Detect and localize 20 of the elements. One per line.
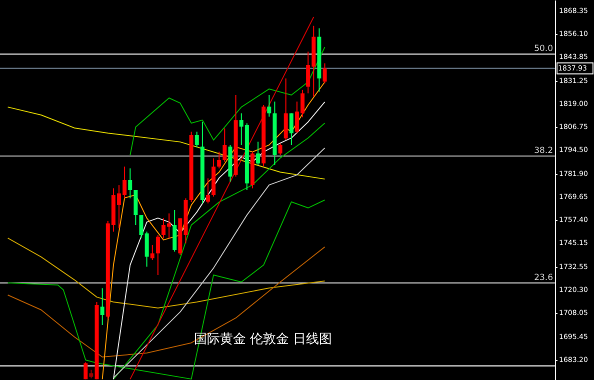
candlestick — [322, 62, 327, 84]
line-series — [7, 106, 326, 180]
candlestick — [206, 178, 210, 204]
annotation: 23.6 — [534, 272, 553, 283]
candlestick — [267, 94, 272, 118]
candlestick — [150, 244, 154, 260]
line-series — [7, 238, 326, 308]
candlestick — [84, 362, 88, 380]
annotation: 38.2 — [534, 146, 553, 156]
candlestick — [100, 288, 104, 326]
candlestick — [278, 143, 282, 156]
candlestick — [217, 151, 222, 169]
candlestick — [128, 168, 132, 199]
candlestick — [256, 141, 260, 166]
annotation: 50.0 — [534, 44, 553, 54]
candlestick — [156, 234, 160, 276]
candlestick — [222, 128, 227, 162]
line-series — [130, 46, 326, 156]
candlestick — [194, 131, 199, 148]
candlestick — [289, 112, 294, 146]
